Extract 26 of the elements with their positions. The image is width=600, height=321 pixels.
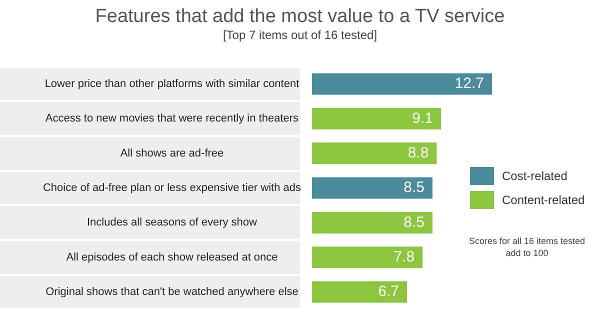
data-label: 12.7 <box>454 75 484 92</box>
chart-subtitle: [Top 7 items out of 16 tested] <box>222 28 378 43</box>
y-tick-label: Choice of ad-free plan or less expensive tier with ads <box>42 182 302 194</box>
y-tick-label: Includes all seasons of every show <box>86 216 258 229</box>
chart-title: Features that add the most value to a TV service <box>94 5 506 28</box>
data-label: 8.8 <box>408 144 429 162</box>
y-tick-label: All episodes of each show released at once <box>66 251 278 264</box>
data-label: 9.1 <box>412 110 433 127</box>
data-label: 8.5 <box>404 214 424 231</box>
data-label: 7.8 <box>394 248 415 266</box>
data-label: 8.5 <box>404 179 424 196</box>
y-tick-label: Lower price than other platforms with similar content <box>44 78 300 90</box>
legend-label: Cost-related <box>502 169 568 183</box>
bar <box>312 246 423 268</box>
y-tick-label: Original shows that can't be watched anywhere else <box>46 286 298 298</box>
bar <box>312 108 441 130</box>
annotation: Scores for all 16 items tested add to 100 <box>468 235 586 259</box>
legend-label: Content-related <box>502 193 585 207</box>
bar <box>312 281 407 303</box>
bar <box>312 212 432 234</box>
y-tick-label: Access to new movies that were recently in theaters <box>45 112 300 125</box>
bar <box>312 73 492 95</box>
data-label: 6.7 <box>378 283 399 300</box>
bar <box>312 177 432 199</box>
bar <box>312 142 437 164</box>
y-tick-label: All shows are ad-free <box>120 147 224 160</box>
